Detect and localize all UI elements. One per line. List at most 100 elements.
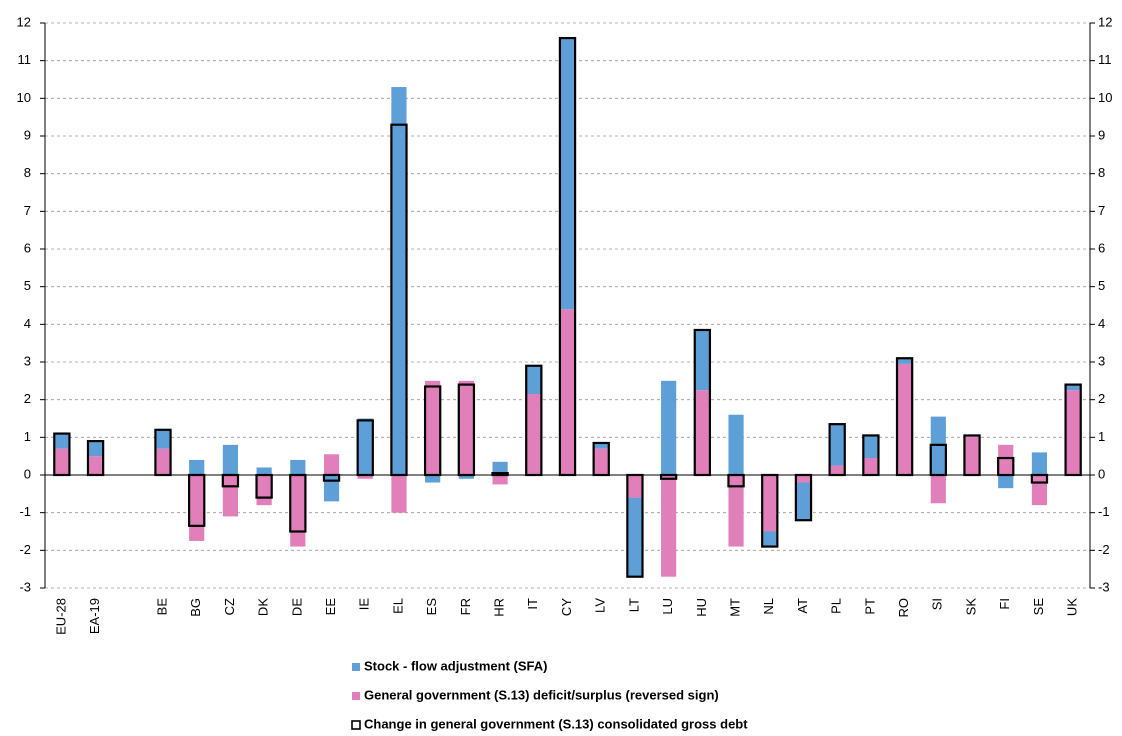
bar-segment xyxy=(593,442,609,449)
bar-segment xyxy=(593,448,609,475)
x-tick-label: LU xyxy=(660,598,675,615)
y-tick-label: -3 xyxy=(19,579,31,594)
y2-tick-label: 7 xyxy=(1098,203,1105,218)
x-tick-label: IE xyxy=(357,598,372,611)
bar-segment xyxy=(526,365,542,395)
x-tick-label: HU xyxy=(694,598,709,617)
x-tick-label: IT xyxy=(525,598,540,610)
y-tick-label: 1 xyxy=(24,429,31,444)
bar-segment xyxy=(829,424,845,466)
y2-tick-label: 0 xyxy=(1098,466,1105,481)
legend-label: Stock - flow adjustment (SFA) xyxy=(364,658,547,673)
bar-segment xyxy=(492,475,508,485)
bar-segment xyxy=(728,475,744,547)
bar-segment xyxy=(829,465,845,475)
y-tick-label: 3 xyxy=(24,353,31,368)
bar-segment xyxy=(357,475,373,479)
bar-segment xyxy=(290,475,306,547)
bar-segment xyxy=(1031,475,1048,506)
legend-swatch xyxy=(352,663,360,671)
bar-segment xyxy=(87,441,104,457)
x-tick-label: PT xyxy=(862,598,877,615)
x-tick-label: MT xyxy=(727,598,742,617)
x-tick-label: LV xyxy=(593,598,608,613)
y-tick-label: 11 xyxy=(18,52,32,67)
y2-tick-label: 3 xyxy=(1098,353,1105,368)
bar-segment xyxy=(728,414,744,475)
bar-segment xyxy=(694,329,710,391)
x-tick-label: AT xyxy=(795,598,810,614)
bar-segment xyxy=(54,433,70,449)
bar-segment xyxy=(1065,384,1081,391)
bar-segment xyxy=(627,497,643,577)
bar-segment xyxy=(661,475,677,577)
bar-segment xyxy=(54,448,70,475)
x-tick-label: DE xyxy=(289,598,304,616)
legend-swatch xyxy=(352,692,360,700)
y2-tick-label: 12 xyxy=(1098,14,1112,29)
bar-segment xyxy=(290,459,306,475)
bar-segment xyxy=(155,448,171,475)
y2-tick-label: 9 xyxy=(1098,127,1105,142)
x-tick-label: EA-19 xyxy=(87,598,102,634)
bar-segment xyxy=(998,475,1014,489)
x-tick-label: HR xyxy=(492,598,507,617)
x-tick-label: FI xyxy=(997,598,1012,610)
y2-tick-label: 1 xyxy=(1098,429,1105,444)
y2-tick-label: 8 xyxy=(1098,165,1105,180)
bar-segment xyxy=(458,380,474,475)
y-tick-label: 5 xyxy=(24,278,31,293)
y-tick-label: 0 xyxy=(24,466,31,481)
x-tick-label: RO xyxy=(896,598,911,618)
x-tick-label: DK xyxy=(256,598,271,616)
y-tick-label: -2 xyxy=(19,542,31,557)
y-tick-label: 9 xyxy=(24,127,31,142)
legend-label: General government (S.13) deficit/surplu… xyxy=(364,687,719,702)
bar-segment xyxy=(189,459,205,475)
bar-segment xyxy=(425,475,441,483)
x-tick-label: CZ xyxy=(222,598,237,615)
bar-segment xyxy=(863,435,879,459)
bar-segment xyxy=(189,475,205,541)
y-tick-label: -1 xyxy=(19,504,31,519)
x-tick-label: SE xyxy=(1031,598,1046,616)
legend: Stock - flow adjustment (SFA) General gov… xyxy=(351,658,748,731)
bar-segment xyxy=(694,390,710,475)
bar-segment xyxy=(155,429,171,449)
y-tick-label: 12 xyxy=(17,14,31,29)
bar-segment xyxy=(897,363,913,475)
bar-segment xyxy=(964,435,980,475)
bar-segment xyxy=(762,475,778,532)
legend-label: Change in general government (S.13) cons… xyxy=(364,716,748,731)
bar-segment xyxy=(256,475,272,506)
bar-segment xyxy=(526,394,542,475)
y2-tick-label: 11 xyxy=(1098,52,1112,67)
x-tick-label: EL xyxy=(390,598,405,614)
y-tick-label: 2 xyxy=(24,391,31,406)
x-tick-label: ES xyxy=(424,598,439,616)
y-tick-label: 4 xyxy=(24,316,31,331)
x-tick-label: CY xyxy=(559,598,574,616)
x-tick-label: PL xyxy=(829,598,844,614)
x-tick-label: SI xyxy=(930,598,945,610)
bar-segment xyxy=(559,38,576,310)
bar-segment xyxy=(425,380,441,475)
y2-tick-label: 10 xyxy=(1098,90,1112,105)
bar-segment xyxy=(627,475,643,498)
bar-segment xyxy=(559,309,576,475)
bar-segment xyxy=(222,475,238,517)
bar-segment xyxy=(87,456,104,475)
x-tick-label: SK xyxy=(963,598,978,616)
bar-segment xyxy=(323,475,340,502)
x-tick-label: LT xyxy=(626,598,641,612)
bar-segment xyxy=(1031,452,1048,475)
y2-tick-label: 5 xyxy=(1098,278,1105,293)
legend-swatch xyxy=(351,720,361,730)
bar-segment xyxy=(762,531,778,547)
bar-segment xyxy=(222,444,238,475)
x-tick-label: EE xyxy=(323,598,338,616)
bar-segment xyxy=(323,454,340,475)
bar-segment xyxy=(795,482,812,521)
y-tick-label: 6 xyxy=(24,240,31,255)
